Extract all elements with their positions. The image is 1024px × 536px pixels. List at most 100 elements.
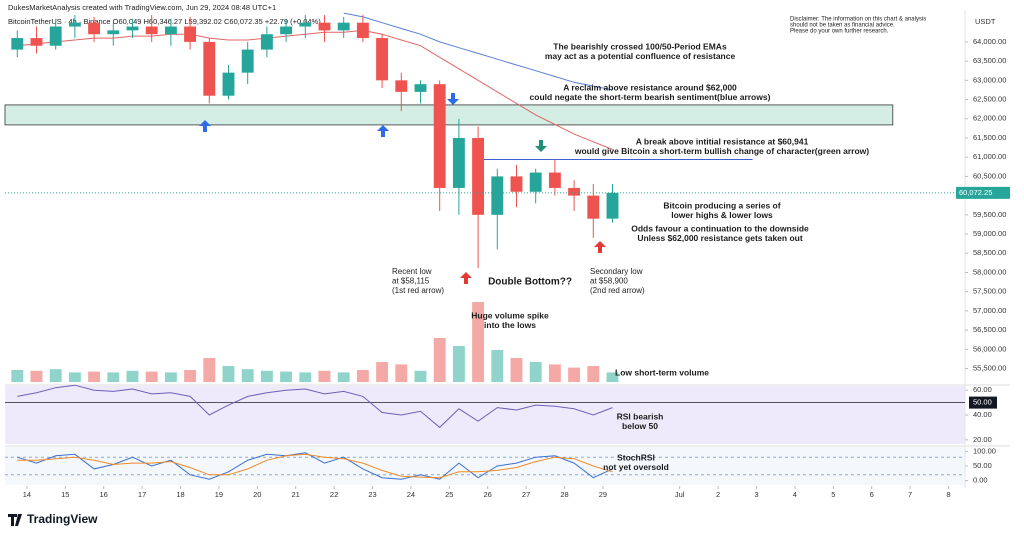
annotation: (2nd red arrow) xyxy=(590,286,645,295)
x-tick-label: 18 xyxy=(176,490,184,499)
candle-body xyxy=(606,192,619,219)
y-tick-label: 100.00 xyxy=(973,446,996,455)
brand: TradingView xyxy=(27,512,98,526)
annotation: not yet oversold xyxy=(603,462,669,472)
annotation: Odds favour a continuation to the downsi… xyxy=(631,223,809,233)
volume-bar xyxy=(318,370,331,382)
x-tick-label: 23 xyxy=(368,490,376,499)
volume-bar xyxy=(88,371,101,382)
candle-body xyxy=(30,38,43,46)
candle-body xyxy=(452,137,465,188)
annotation: The bearishly crossed 100/50-Period EMAs xyxy=(553,41,727,51)
candle-body xyxy=(395,80,408,92)
volume-bar xyxy=(606,372,619,382)
x-tick-label: 5 xyxy=(831,490,835,499)
arrow-up xyxy=(377,125,389,137)
y-tick-label: 61,000.00 xyxy=(973,152,1006,161)
volume-bar xyxy=(510,358,523,382)
candle-body xyxy=(203,41,216,96)
resistance-zone xyxy=(4,104,894,126)
x-tick-label: 6 xyxy=(870,490,874,499)
y-tick-label: 62,500.00 xyxy=(973,95,1006,104)
x-tick-label: 3 xyxy=(754,490,758,499)
candle-body xyxy=(299,22,312,27)
x-tick-label: 24 xyxy=(407,490,415,499)
volume-bar xyxy=(203,358,216,382)
candle-body xyxy=(49,26,62,46)
volume-bar xyxy=(68,372,81,382)
volume-bar xyxy=(376,362,389,382)
y-tick-label: 63,500.00 xyxy=(973,56,1006,65)
y-tick-label: 40.00 xyxy=(973,410,992,419)
volume-bar xyxy=(548,364,561,382)
indicator-line xyxy=(17,384,613,429)
annotation: at $58,115 xyxy=(392,277,430,286)
volume-bar xyxy=(222,366,235,382)
volume-bar xyxy=(241,369,254,382)
annotation: A reclaim above resistance around $62,00… xyxy=(563,82,737,92)
x-tick-label: 14 xyxy=(23,490,31,499)
last-price-label: 60,072.25 xyxy=(959,188,992,197)
ema-line xyxy=(343,12,613,91)
volume-bar xyxy=(30,370,43,382)
annotation: RSI bearish xyxy=(617,411,664,421)
x-tick-label: 21 xyxy=(292,490,300,499)
candle-body xyxy=(376,38,389,81)
candle-body xyxy=(529,172,542,192)
annotation: Huge volume spike xyxy=(471,310,549,320)
volume-bar xyxy=(433,338,446,382)
last-price-box xyxy=(956,186,1010,199)
x-tick-label: 15 xyxy=(61,490,69,499)
arrow-up xyxy=(460,272,472,284)
candle-body xyxy=(164,26,177,35)
x-tick-label: 28 xyxy=(560,490,568,499)
y-tick-label: 59,500.00 xyxy=(973,210,1006,219)
x-tick-label: 16 xyxy=(100,490,108,499)
x-tick-label: 20 xyxy=(253,490,261,499)
annotation: at $58,900 xyxy=(590,277,628,286)
candle-body xyxy=(318,22,331,31)
candle-body xyxy=(587,195,600,219)
volume-bar xyxy=(452,346,465,382)
stoch-pane xyxy=(5,447,965,485)
x-tick-label: 19 xyxy=(215,490,223,499)
annotation: Double Bottom?? xyxy=(488,277,572,288)
candle-body xyxy=(472,137,485,215)
candle-body xyxy=(88,22,101,35)
annotation: may act as a potential confluence of res… xyxy=(545,51,736,61)
annotation: Unless $62,000 resistance gets taken out xyxy=(637,233,803,243)
candle-body xyxy=(548,172,561,188)
volume-bar xyxy=(107,372,120,382)
annotation: below 50 xyxy=(622,421,658,431)
annotation: could negate the short-term bearish sent… xyxy=(530,92,771,102)
level-box xyxy=(969,396,997,409)
candle-body xyxy=(356,22,369,39)
candle-body xyxy=(184,26,197,42)
x-tick-label: 29 xyxy=(599,490,607,499)
y-tick-label: 56,000.00 xyxy=(973,344,1006,353)
disclaimer: should not be taken as financial advice. xyxy=(790,23,895,29)
volume-bar xyxy=(280,371,293,382)
volume-bar xyxy=(356,370,369,382)
x-tick-label: 27 xyxy=(522,490,530,499)
candle-body xyxy=(433,84,446,188)
x-tick-label: 26 xyxy=(484,490,492,499)
level-label: 50.00 xyxy=(973,398,992,407)
x-tick-label: 4 xyxy=(793,490,797,499)
currency: USDT xyxy=(975,17,996,26)
annotation: (1st red arrow) xyxy=(392,286,444,295)
y-tick-label: 62,000.00 xyxy=(973,114,1006,123)
volume-bar xyxy=(164,372,177,382)
volume-bar xyxy=(414,370,427,382)
volume-bar xyxy=(145,371,158,382)
candle-body xyxy=(280,26,293,35)
candle-body xyxy=(11,38,24,50)
annotation: into the lows xyxy=(484,320,536,330)
y-tick-label: 50.00 xyxy=(973,461,992,470)
indicator-line xyxy=(17,452,613,480)
volume-bar xyxy=(529,362,542,382)
disclaimer: Disclaimer: The information on this char… xyxy=(790,17,926,23)
volume-bar xyxy=(126,370,139,382)
y-tick-label: 55,500.00 xyxy=(973,364,1006,373)
